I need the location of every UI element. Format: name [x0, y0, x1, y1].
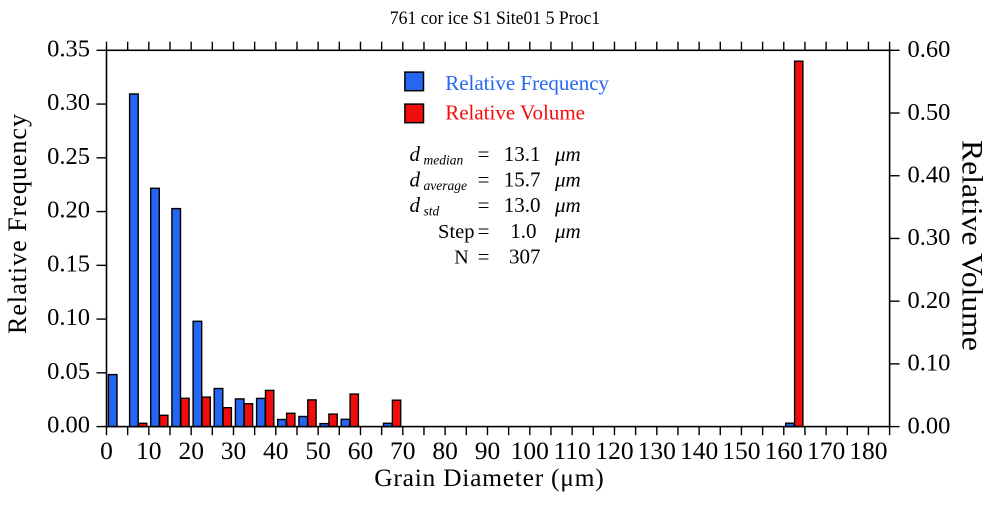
svg-text:13.0: 13.0 — [504, 193, 541, 217]
svg-text:μm: μm — [554, 219, 581, 243]
svg-text:80: 80 — [432, 436, 458, 465]
svg-text:d: d — [410, 142, 421, 166]
svg-text:=: = — [478, 168, 490, 192]
svg-text:30: 30 — [221, 436, 247, 465]
svg-text:50: 50 — [305, 436, 331, 465]
svg-text:=: = — [478, 142, 490, 166]
svg-text:Relative Volume: Relative Volume — [955, 140, 988, 351]
svg-text:0.30: 0.30 — [47, 89, 90, 116]
svg-text:70: 70 — [390, 436, 416, 465]
svg-text:Relative Volume: Relative Volume — [445, 100, 585, 124]
svg-text:std: std — [424, 204, 440, 219]
svg-text:13.1: 13.1 — [504, 142, 541, 166]
svg-text:60: 60 — [348, 436, 374, 465]
svg-text:160: 160 — [765, 436, 803, 465]
svg-text:median: median — [424, 153, 464, 168]
svg-text:120: 120 — [595, 436, 633, 465]
svg-text:10: 10 — [136, 436, 162, 465]
svg-text:0.35: 0.35 — [47, 35, 90, 62]
svg-text:Step: Step — [438, 221, 474, 243]
svg-text:d: d — [410, 193, 421, 217]
svg-text:110: 110 — [553, 436, 590, 465]
svg-text:180: 180 — [849, 436, 887, 465]
svg-text:0.30: 0.30 — [908, 224, 951, 251]
svg-text:0.10: 0.10 — [908, 350, 951, 377]
svg-text:μm: μm — [554, 168, 581, 192]
svg-text:15.7: 15.7 — [504, 168, 541, 192]
svg-text:40: 40 — [263, 436, 289, 465]
svg-text:=: = — [478, 193, 490, 217]
svg-text:Grain Diameter (μm): Grain Diameter (μm) — [374, 463, 604, 492]
svg-text:0.00: 0.00 — [47, 412, 90, 439]
svg-text:0.20: 0.20 — [47, 197, 90, 224]
svg-text:90: 90 — [475, 436, 501, 465]
svg-text:307: 307 — [509, 244, 541, 268]
svg-text:130: 130 — [638, 436, 676, 465]
svg-text:0.15: 0.15 — [47, 250, 90, 277]
svg-text:=: = — [478, 219, 490, 243]
svg-text:d: d — [410, 168, 421, 192]
svg-text:0.05: 0.05 — [47, 358, 90, 385]
svg-text:μm: μm — [554, 142, 581, 166]
svg-text:0.20: 0.20 — [908, 287, 951, 314]
svg-text:0: 0 — [100, 436, 113, 465]
svg-text:0.40: 0.40 — [908, 162, 951, 189]
svg-text:170: 170 — [807, 436, 845, 465]
svg-text:0.00: 0.00 — [908, 412, 951, 439]
svg-text:150: 150 — [722, 436, 760, 465]
svg-text:=: = — [478, 244, 490, 268]
svg-text:140: 140 — [680, 436, 718, 465]
svg-text:100: 100 — [511, 436, 549, 465]
svg-text:N: N — [454, 246, 468, 268]
svg-text:761 cor ice S1 Site01 5 Proc1: 761 cor ice S1 Site01 5 Proc1 — [390, 8, 601, 29]
svg-text:20: 20 — [178, 436, 204, 465]
svg-text:Relative Frequency: Relative Frequency — [445, 71, 609, 95]
svg-text:Relative Frequency: Relative Frequency — [3, 114, 32, 334]
svg-text:0.10: 0.10 — [47, 304, 90, 331]
svg-text:0.25: 0.25 — [47, 143, 90, 170]
svg-text:1.0: 1.0 — [510, 219, 536, 243]
svg-text:0.60: 0.60 — [908, 36, 951, 63]
svg-text:μm: μm — [554, 193, 581, 217]
svg-text:average: average — [424, 178, 467, 193]
svg-text:0.50: 0.50 — [908, 99, 951, 126]
